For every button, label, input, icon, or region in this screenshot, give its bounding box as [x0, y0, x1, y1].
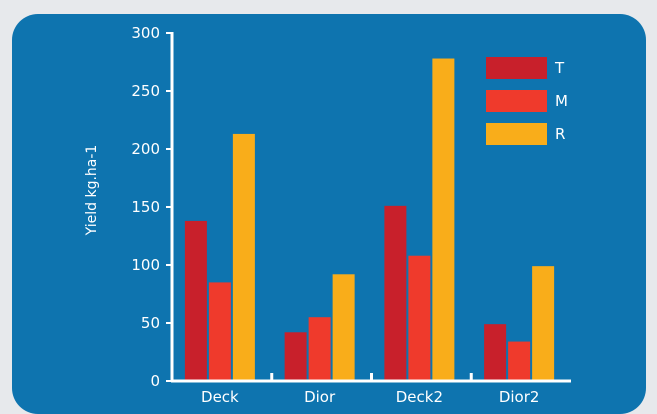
- legend-swatch-R: [486, 123, 547, 145]
- x-ticks-group: Deck Dior Deck2 Dior2: [201, 373, 539, 406]
- y-axis-title: Yield kg.ha-1: [84, 145, 100, 237]
- y-tick-label: 250: [131, 82, 160, 100]
- bar-R-dior: [332, 274, 355, 381]
- legend: TMR: [486, 57, 568, 145]
- x-tick-label: Dior: [304, 388, 336, 406]
- legend-label-R: R: [555, 125, 565, 143]
- bar-M-dior2: [508, 341, 531, 381]
- legend-label-T: T: [554, 59, 565, 77]
- y-ticks-group: 0 50 100 150 200 250 300: [131, 24, 172, 390]
- y-tick-label: 50: [141, 314, 160, 332]
- x-tick-label: Deck: [201, 388, 239, 406]
- legend-swatch-M: [486, 90, 547, 112]
- y-tick-label: 300: [131, 24, 160, 42]
- bars-group: [184, 58, 555, 382]
- bar-M-dior: [308, 317, 331, 381]
- y-tick-label: 150: [131, 198, 160, 216]
- axes-group: [170, 32, 571, 383]
- bar-T-deck2: [384, 205, 407, 381]
- y-tick-label: 100: [131, 256, 160, 274]
- bar-M-deck2: [408, 255, 431, 381]
- legend-label-M: M: [555, 92, 568, 110]
- bar-T-deck: [184, 220, 207, 381]
- legend-swatch-T: [486, 57, 547, 79]
- y-tick-label: 0: [150, 372, 160, 390]
- bar-T-dior2: [484, 324, 507, 381]
- bar-R-dior2: [532, 266, 555, 381]
- y-tick-label: 200: [131, 140, 160, 158]
- bar-R-deck: [232, 133, 255, 381]
- bar-M-deck: [208, 282, 231, 381]
- x-tick-label: Deck2: [396, 388, 443, 406]
- bar-T-dior: [284, 332, 307, 381]
- x-tick-label: Dior2: [499, 388, 540, 406]
- bar-R-deck2: [432, 58, 455, 382]
